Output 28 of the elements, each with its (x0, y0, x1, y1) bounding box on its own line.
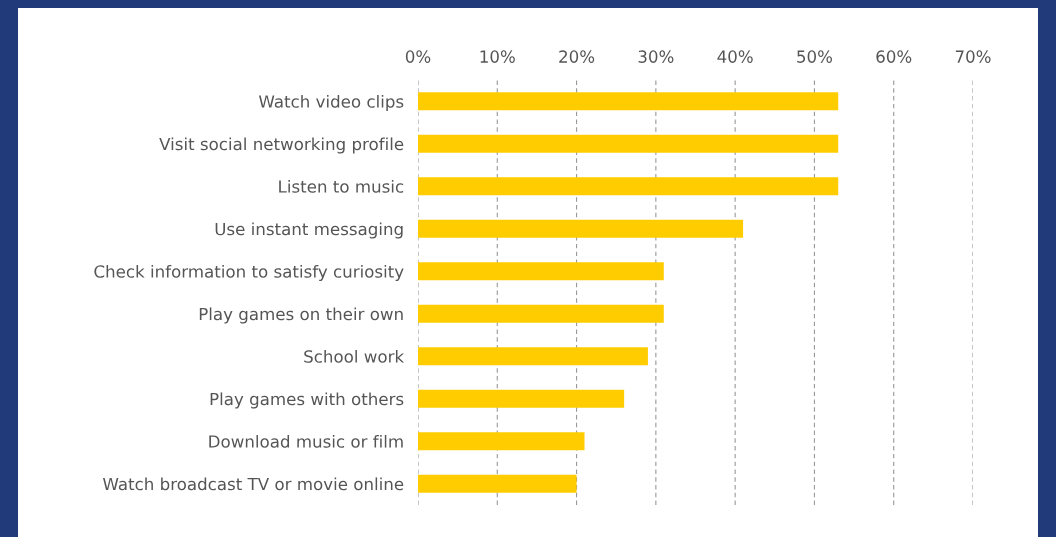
y-tick-label: Check information to satisfy curiosity (94, 264, 404, 282)
x-tick-label: 30% (638, 50, 674, 63)
bar (418, 389, 625, 408)
bar (418, 219, 744, 238)
y-tick-label: Play games on their own (199, 307, 403, 324)
x-tick-label: 10% (480, 50, 515, 63)
x-tick-label: 70% (955, 50, 991, 63)
y-tick-label: Visit social networking profile (159, 137, 404, 154)
bar (418, 304, 664, 323)
y-tick-label: Watch broadcast TV or movie online (103, 477, 404, 491)
bar (418, 134, 839, 153)
x-tick-label: 50% (797, 50, 833, 63)
y-tick-label: Use instant messaging (215, 222, 403, 239)
y-tick-label: Play games with others (210, 392, 404, 409)
x-tick-label: 60% (876, 50, 912, 63)
y-tick-label: Listen to music (279, 179, 404, 193)
y-tick-label: Download music or film (209, 434, 403, 448)
x-tick-label: 0% (405, 50, 431, 63)
y-tick-label: School work (304, 349, 405, 363)
bar (418, 347, 648, 366)
bar (418, 262, 664, 281)
bar (418, 177, 839, 196)
bar (418, 432, 585, 451)
y-tick-label: Watch video clips (258, 94, 404, 112)
bar (418, 474, 577, 493)
bar (418, 92, 839, 111)
x-tick-label: 40% (717, 50, 753, 63)
x-tick-label: 20% (559, 50, 595, 63)
